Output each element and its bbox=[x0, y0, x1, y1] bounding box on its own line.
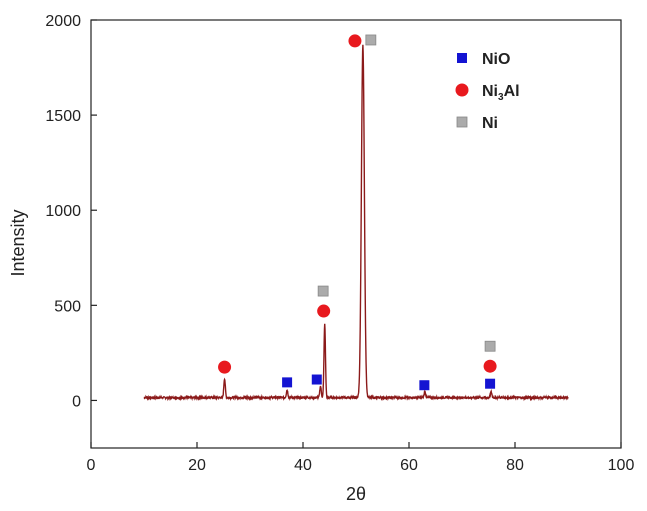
marker-nio bbox=[419, 380, 430, 391]
legend-label-ni: Ni bbox=[482, 115, 498, 132]
x-tick-label: 40 bbox=[294, 457, 312, 474]
legend-swatch-nio bbox=[457, 53, 467, 63]
marker-ni bbox=[317, 285, 329, 297]
y-tick-label: 2000 bbox=[45, 13, 81, 30]
marker-ni3al bbox=[483, 359, 497, 373]
phase-markers bbox=[218, 34, 497, 391]
x-tick-label: 80 bbox=[506, 457, 524, 474]
x-tick-label: 60 bbox=[400, 457, 418, 474]
marker-ni bbox=[365, 34, 377, 46]
marker-nio bbox=[311, 374, 322, 385]
marker-ni bbox=[484, 340, 496, 352]
legend-label-ni3al: Ni3Al bbox=[482, 83, 520, 103]
marker-nio bbox=[485, 378, 496, 389]
y-tick-label: 500 bbox=[54, 298, 81, 315]
plot-frame bbox=[90, 19, 622, 449]
marker-ni3al bbox=[218, 360, 232, 374]
marker-nio bbox=[282, 377, 293, 388]
x-tick-label: 0 bbox=[87, 457, 96, 474]
legend: NiO Ni3Al Ni bbox=[455, 51, 520, 132]
y-tick-label: 1500 bbox=[45, 108, 81, 125]
y-tick-label: 0 bbox=[72, 393, 81, 410]
diffraction-trace bbox=[143, 44, 569, 402]
y-tick-label: 1000 bbox=[45, 203, 81, 220]
x-axis-title: 2θ bbox=[346, 484, 366, 504]
y-axis-title: Intensity bbox=[8, 209, 28, 276]
x-tick-label: 100 bbox=[608, 457, 635, 474]
marker-ni3al bbox=[348, 34, 362, 48]
x-tick-label: 20 bbox=[188, 457, 206, 474]
legend-swatch-ni3al bbox=[455, 83, 469, 97]
legend-label-nio: NiO bbox=[482, 51, 510, 68]
marker-ni3al bbox=[317, 304, 331, 318]
legend-swatch-ni bbox=[456, 116, 468, 128]
